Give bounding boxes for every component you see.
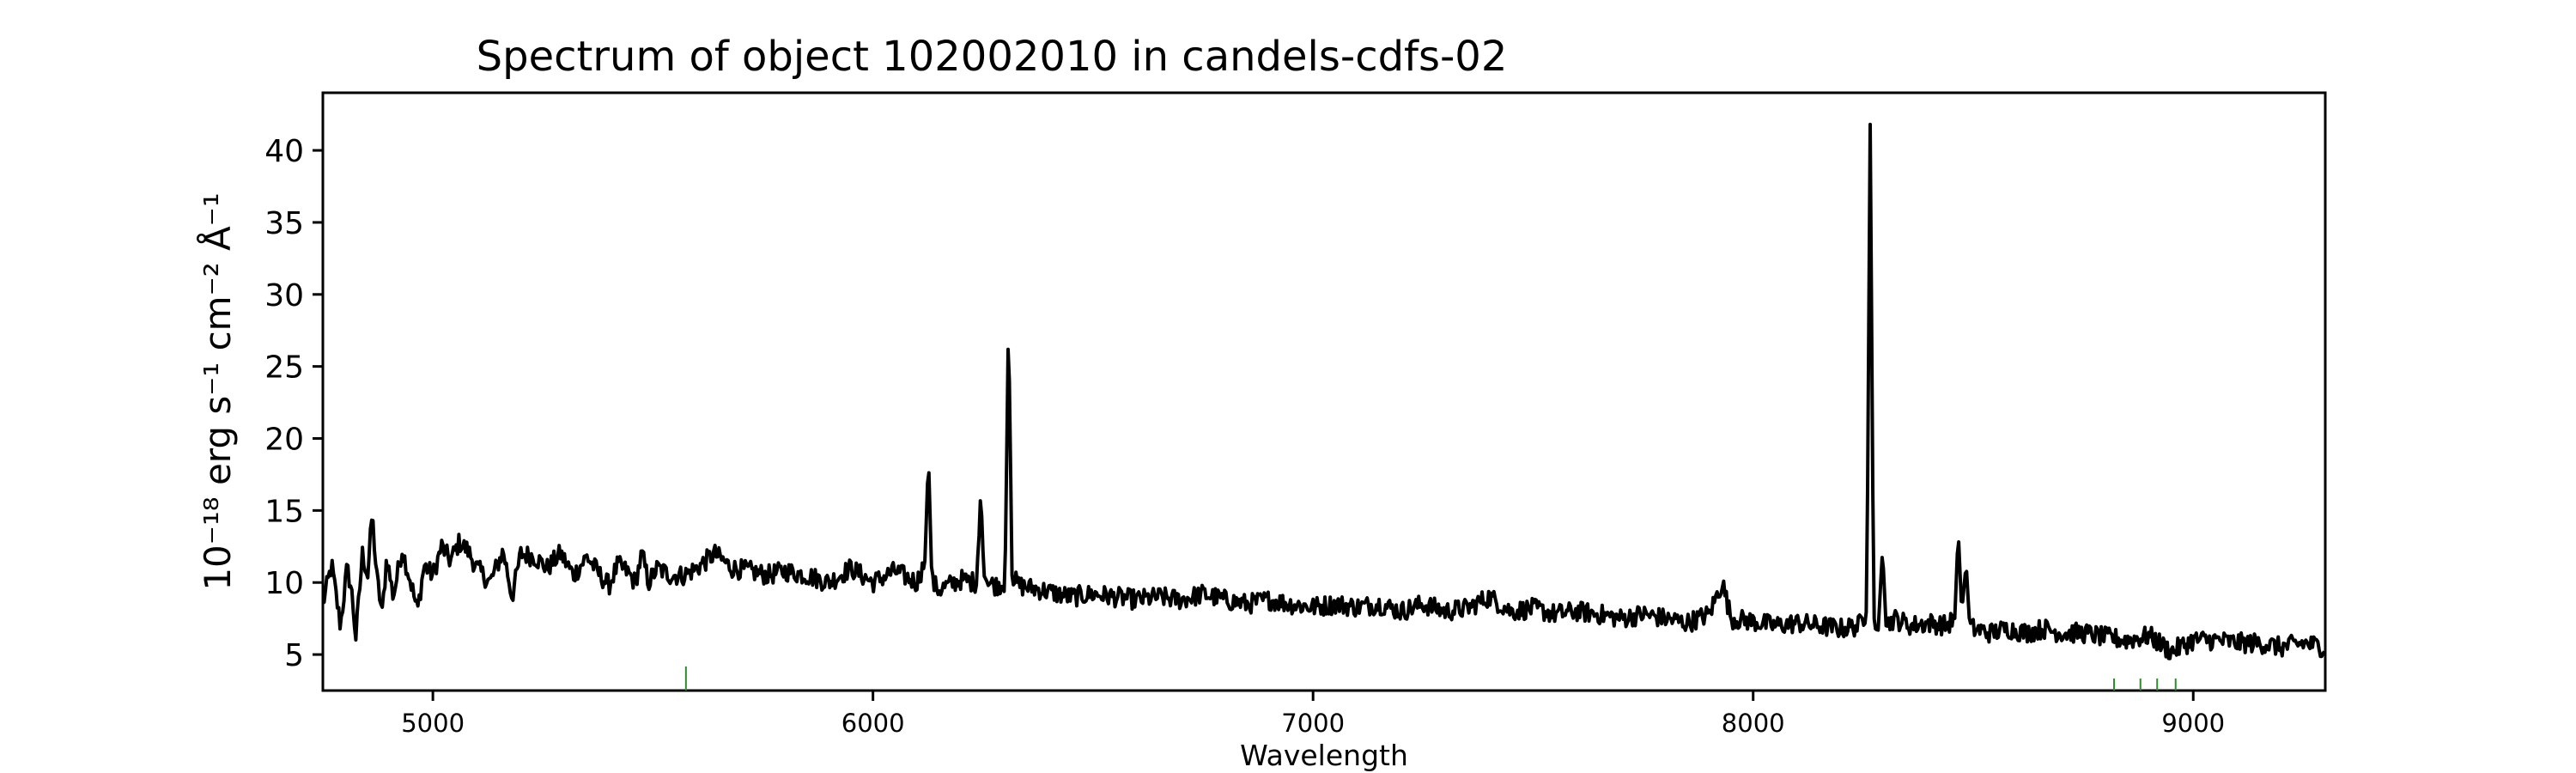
y-tick-label: 5 xyxy=(284,638,304,673)
x-tick-label: 7000 xyxy=(1281,709,1345,738)
y-axis-label: 10⁻¹⁸ erg s⁻¹ cm⁻² Å⁻¹ xyxy=(196,192,239,590)
x-tick-label: 6000 xyxy=(841,709,905,738)
plot-frame xyxy=(321,91,2327,692)
chart-title: Spectrum of object 102002010 in candels-… xyxy=(477,33,1508,81)
x-axis-label: Wavelength xyxy=(1240,739,1408,772)
y-tick-label: 30 xyxy=(264,278,304,313)
y-tick-label: 35 xyxy=(264,206,304,241)
y-tick-label: 15 xyxy=(264,494,304,529)
y-tick-label: 25 xyxy=(264,350,304,386)
y-axis-ticks: 5 10 15 20 25 30 35 40 xyxy=(264,134,323,673)
x-tick-label: 8000 xyxy=(1722,709,1785,738)
spectrum-series-line xyxy=(321,122,2326,660)
line-markers xyxy=(684,666,2177,691)
x-tick-label: 5000 xyxy=(401,709,465,738)
y-tick-label: 20 xyxy=(264,423,304,458)
x-axis-ticks: 5000 6000 7000 8000 9000 xyxy=(401,691,2225,738)
y-tick-label: 10 xyxy=(264,566,304,601)
y-tick-label: 40 xyxy=(264,134,304,169)
x-tick-label: 9000 xyxy=(2161,709,2225,738)
